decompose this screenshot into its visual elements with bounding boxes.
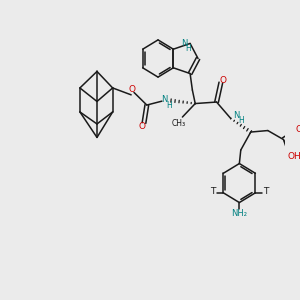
Text: NH₂: NH₂ — [231, 209, 248, 218]
Text: N: N — [162, 94, 168, 103]
Text: T: T — [210, 187, 215, 196]
Text: O: O — [220, 76, 226, 85]
Text: OH: OH — [287, 152, 300, 160]
Text: N: N — [233, 111, 240, 120]
Text: H: H — [166, 101, 172, 110]
Text: T: T — [263, 187, 269, 196]
Text: O: O — [296, 125, 300, 134]
Text: N: N — [181, 39, 187, 48]
Text: O: O — [138, 122, 145, 131]
Text: H: H — [185, 44, 191, 53]
Text: CH₃: CH₃ — [172, 119, 186, 128]
Text: O: O — [128, 85, 135, 94]
Text: H: H — [238, 116, 244, 125]
